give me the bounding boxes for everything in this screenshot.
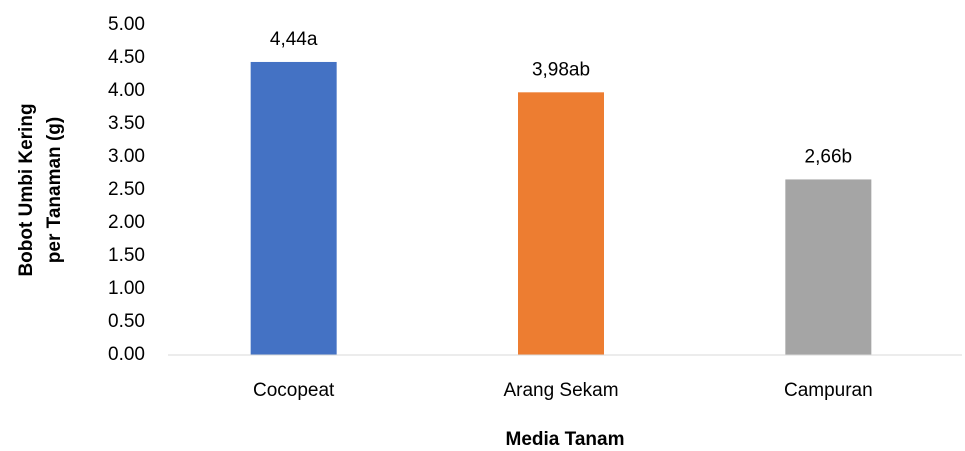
y-tick-label: 3.50 [108,113,145,134]
bar [250,61,337,356]
data-label: 4,44a [270,29,318,50]
y-tick-label: 2.50 [108,179,145,200]
y-tick-label: 1.50 [108,245,145,266]
data-label: 3,98ab [532,59,590,80]
y-tick-label: 0.50 [108,311,145,332]
y-tick-label: 5.00 [108,14,145,35]
y-tick-label: 3.00 [108,146,145,167]
x-axis-label: Media Tanam [506,429,625,450]
y-tick-label: 4.00 [108,80,145,101]
y-tick-label: 4.50 [108,47,145,68]
y-tick-label: 0.00 [108,344,145,365]
x-tick-label: Cocopeat [253,380,335,401]
x-tick-label: Arang Sekam [503,380,618,401]
y-tick-label: 2.00 [108,212,145,233]
y-axis-label: per Tanaman (g) [44,117,65,263]
y-axis-label: Bobot Umbi Kering [16,103,37,276]
x-tick-label: Campuran [784,380,873,401]
bar [785,179,872,355]
bar [518,92,604,355]
y-tick-label: 1.00 [108,278,145,299]
data-label: 2,66b [805,146,853,167]
